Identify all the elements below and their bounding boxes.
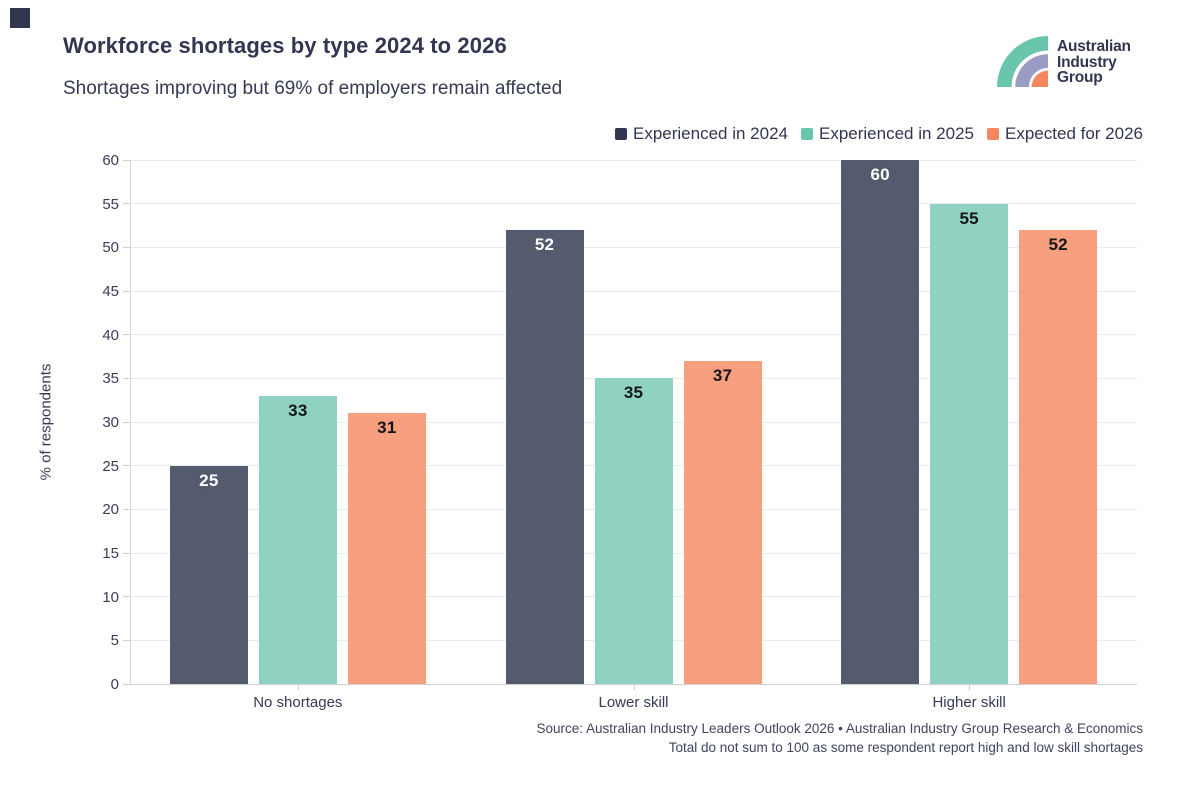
category-label: Higher skill: [932, 694, 1006, 711]
bar-value-label: 52: [1048, 234, 1068, 254]
bar-value-label: 60: [870, 165, 890, 184]
bar-value-label: 31: [377, 418, 397, 438]
y-axis-tick: [123, 596, 130, 598]
legend-label: Experienced in 2024: [632, 124, 788, 143]
bar-value-label: 55: [959, 208, 979, 228]
legend-label: Expected for 2026: [1005, 124, 1143, 143]
y-tick-label: 50: [102, 239, 119, 257]
aig-logo-word-2: Industry: [1057, 53, 1117, 71]
y-axis-tick: [123, 377, 130, 379]
y-tick-label: 10: [102, 588, 119, 606]
y-axis-tick: [123, 421, 130, 423]
y-axis-tick: [123, 290, 130, 292]
australian-industry-group-logo: Australian Industry Group: [997, 36, 1131, 87]
aig-logo-wordmark: Australian Industry Group: [1057, 39, 1131, 86]
gridline: [130, 290, 1137, 292]
bar-value-label: 35: [623, 383, 644, 403]
gridline: [130, 334, 1137, 336]
y-tick-label: 0: [110, 676, 119, 693]
source-line-2: Total do not sum to 100 as some responde…: [668, 740, 1143, 755]
source-note: Source: Australian Industry Leaders Outl…: [536, 719, 1143, 757]
x-axis-tick: [633, 684, 635, 690]
y-axis-tick: [123, 552, 130, 554]
y-axis-tick: [123, 246, 130, 248]
bar-expected-for-2026-lower-skill: 37: [683, 360, 762, 684]
gridline: [130, 246, 1137, 248]
bar-value-label: 33: [288, 400, 308, 420]
bar-experienced-in-2024-lower-skill: 52: [505, 229, 584, 684]
x-axis-tick: [297, 684, 299, 690]
legend-item: Experienced in 2025: [801, 124, 974, 144]
bar-experienced-in-2024-higher-skill: 60: [841, 160, 920, 684]
gridline: [130, 159, 1137, 161]
legend-item: Experienced in 2024: [614, 124, 788, 144]
y-tick-label: 60: [102, 152, 119, 169]
y-tick-label: 30: [102, 414, 119, 431]
chart-legend: Experienced in 2024 Experienced in 2025 Ex…: [614, 124, 1143, 144]
chart-subtitle: Shortages improving but 69% of employers…: [63, 78, 563, 99]
source-line-1: Source: Australian Industry Leaders Outl…: [536, 721, 1143, 736]
legend-swatch: [987, 128, 1000, 140]
aig-logo-word-3: Group: [1057, 69, 1103, 86]
gridline: [130, 203, 1137, 205]
bar-experienced-in-2024-no-shortages: 25: [169, 465, 248, 684]
y-tick-label: 40: [102, 326, 119, 344]
y-tick-label: 15: [102, 545, 119, 562]
legend-swatch: [614, 128, 627, 140]
y-axis-tick: [123, 334, 130, 336]
y-tick-label: 35: [102, 370, 119, 388]
y-tick-label: 20: [102, 501, 119, 519]
bar-experienced-in-2025-lower-skill: 35: [594, 378, 673, 684]
y-axis-tick: [123, 639, 130, 641]
x-axis-tick: [969, 684, 971, 690]
y-tick-label: 55: [102, 195, 119, 213]
bar-value-label: 25: [199, 470, 219, 490]
bar-experienced-in-2025-no-shortages: 33: [258, 395, 337, 684]
category-label: Lower skill: [598, 694, 669, 711]
y-axis-tick: [123, 203, 130, 205]
category-label: No shortages: [253, 694, 343, 711]
aig-logo-word-1: Australian: [1057, 38, 1131, 55]
bar-value-label: 37: [712, 365, 733, 385]
bar-expected-for-2026-higher-skill: 52: [1019, 229, 1098, 684]
y-axis-tick: [123, 683, 130, 685]
y-tick-label: 45: [102, 283, 119, 300]
chart-title: Workforce shortages by type 2024 to 2026: [63, 33, 507, 58]
y-tick-label: 25: [102, 457, 119, 475]
legend-label: Experienced in 2025: [819, 124, 975, 143]
bar-expected-for-2026-no-shortages: 31: [347, 413, 426, 684]
legend-item: Expected for 2026: [987, 124, 1143, 144]
y-tick-label: 5: [110, 632, 119, 650]
brand-corner-square: [10, 8, 30, 28]
y-axis-tick: [123, 508, 130, 510]
y-axis-tick: [123, 465, 130, 467]
aig-logo-icon: [997, 36, 1048, 87]
y-axis-line: [130, 160, 131, 684]
bar-value-label: 52: [534, 234, 555, 254]
legend-swatch: [801, 128, 813, 140]
y-axis-tick: [123, 159, 130, 161]
bar-experienced-in-2025-higher-skill: 55: [930, 203, 1009, 684]
